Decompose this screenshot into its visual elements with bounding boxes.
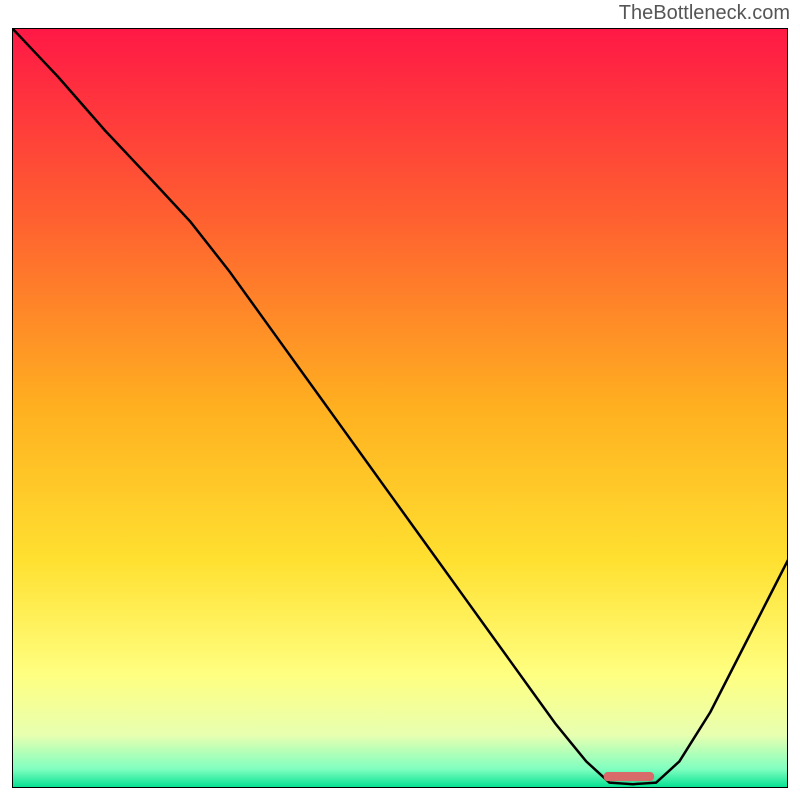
watermark-text: TheBottleneck.com <box>619 2 790 25</box>
chart-background <box>12 28 788 788</box>
bottleneck-chart <box>12 28 788 788</box>
chart-svg <box>12 28 788 788</box>
optimal-marker <box>604 772 654 781</box>
